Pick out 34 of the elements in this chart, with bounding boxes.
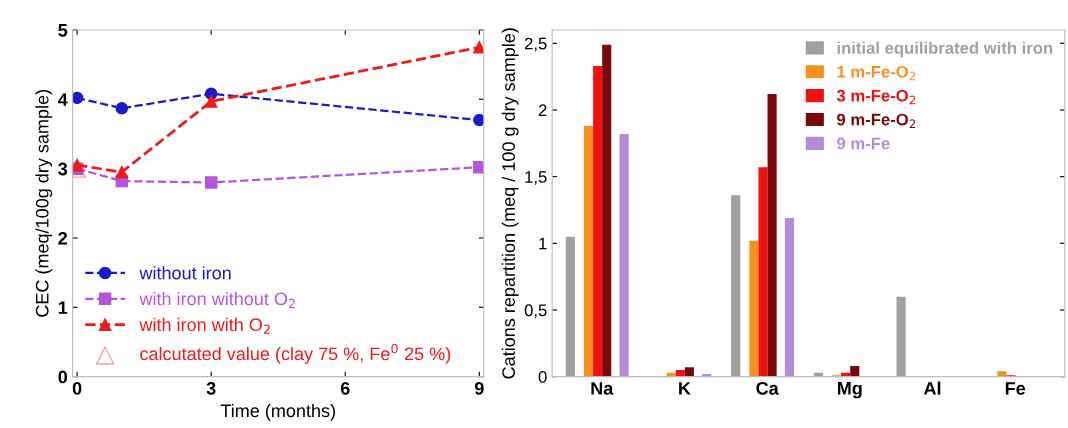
x-axis-title: Time (months) bbox=[220, 403, 335, 421]
y-axis-title: Cations repartition (meq / 100 g dry sample) bbox=[501, 28, 519, 379]
x-tick-label: 3 bbox=[206, 381, 216, 395]
y-tick-label: 0,5 bbox=[524, 304, 547, 319]
y-tick-label: 3 bbox=[58, 162, 68, 176]
legend-label: without iron bbox=[139, 266, 231, 280]
y-tick-label: 1 bbox=[539, 237, 547, 250]
x-tick-label: Mg bbox=[837, 382, 862, 399]
x-tick-label: 6 bbox=[340, 381, 350, 395]
y-tick-label: 0 bbox=[538, 371, 547, 383]
x-tick-label: Na bbox=[591, 382, 614, 395]
legend-label: calcutated value (clay 75 %, Fe$^{0}$ 25 %) bbox=[140, 343, 451, 364]
y-tick-label: 2 bbox=[58, 231, 68, 245]
legend-label: 1 m-Fe-O$_{2}$ bbox=[837, 65, 916, 81]
y-tick-label: 1,5 bbox=[525, 171, 547, 185]
y-tick-label: 4 bbox=[58, 93, 68, 106]
legend-label: initial equilibrated with iron bbox=[837, 41, 1053, 58]
legend-label: 9 m-Fe-O$_{2}$ bbox=[837, 113, 916, 129]
x-tick-label: Ca bbox=[756, 381, 779, 395]
legend-label: 9 m-Fe bbox=[837, 137, 890, 150]
y-tick-label: 5 bbox=[58, 24, 68, 37]
legend-label: with iron without O$_{2}$ bbox=[139, 291, 295, 309]
y-tick-label: 2,5 bbox=[524, 37, 547, 52]
legend-label: with iron with O$_{2}$ bbox=[139, 317, 270, 334]
legend-label: 3 m-Fe-O$_{2}$ bbox=[836, 89, 916, 105]
x-tick-label: K bbox=[679, 382, 691, 395]
x-tick-label: 0 bbox=[72, 381, 82, 395]
x-tick-label: Fe bbox=[1005, 382, 1026, 395]
y-tick-label: 2 bbox=[538, 104, 547, 116]
y-tick-label: 0 bbox=[58, 370, 68, 384]
y-axis-title: CEC (meq/100g dry sample) bbox=[35, 90, 53, 317]
x-tick-label: Al bbox=[923, 381, 941, 395]
x-tick-label: 9 bbox=[474, 381, 484, 395]
y-tick-label: 1 bbox=[58, 301, 68, 314]
